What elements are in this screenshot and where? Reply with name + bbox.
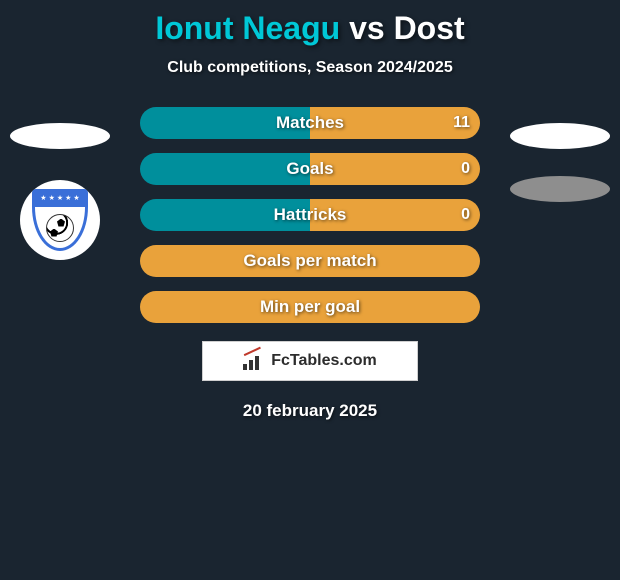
stat-row: Goals per match xyxy=(0,245,620,277)
player2-avatar-placeholder xyxy=(510,123,610,149)
stat-row: Min per goal xyxy=(0,291,620,323)
card-subtitle: Club competitions, Season 2024/2025 xyxy=(167,59,452,77)
stat-bar-player1 xyxy=(140,199,310,231)
football-icon xyxy=(46,214,74,242)
bar-area xyxy=(140,153,480,185)
star-icon: ★ xyxy=(49,194,55,202)
footer-date: 20 february 2025 xyxy=(243,401,377,421)
stat-bar-player2 xyxy=(310,199,480,231)
bar-area xyxy=(140,107,480,139)
bar-area xyxy=(140,291,480,323)
star-icon: ★ xyxy=(65,194,71,202)
stat-bar-player1 xyxy=(140,107,310,139)
star-icon: ★ xyxy=(40,194,46,202)
card-title: Ionut Neagu vs Dost xyxy=(155,10,464,47)
player1-name: Ionut Neagu xyxy=(155,10,340,46)
stat-value-player2: 11 xyxy=(453,114,470,132)
player1-avatar-placeholder xyxy=(10,123,110,149)
stat-bar-player1 xyxy=(140,153,310,185)
shield-icon: ★★★★★ xyxy=(32,189,88,251)
stat-bar-neutral xyxy=(140,291,480,323)
bar-area xyxy=(140,199,480,231)
star-icon: ★ xyxy=(57,194,63,202)
stat-value-player2: 0 xyxy=(461,206,470,224)
stat-bar-neutral xyxy=(140,245,480,277)
fctables-chart-icon xyxy=(243,352,265,370)
branding-text: FcTables.com xyxy=(271,352,377,370)
player2-name: Dost xyxy=(394,10,465,46)
branding-box[interactable]: FcTables.com xyxy=(202,341,418,381)
stat-value-player2: 0 xyxy=(461,160,470,178)
stat-bar-player2 xyxy=(310,153,480,185)
player2-club-placeholder xyxy=(510,176,610,202)
vs-text: vs xyxy=(349,10,385,46)
star-icon: ★ xyxy=(73,194,79,202)
player1-club-badge: ★★★★★ xyxy=(20,180,100,260)
bar-area xyxy=(140,245,480,277)
